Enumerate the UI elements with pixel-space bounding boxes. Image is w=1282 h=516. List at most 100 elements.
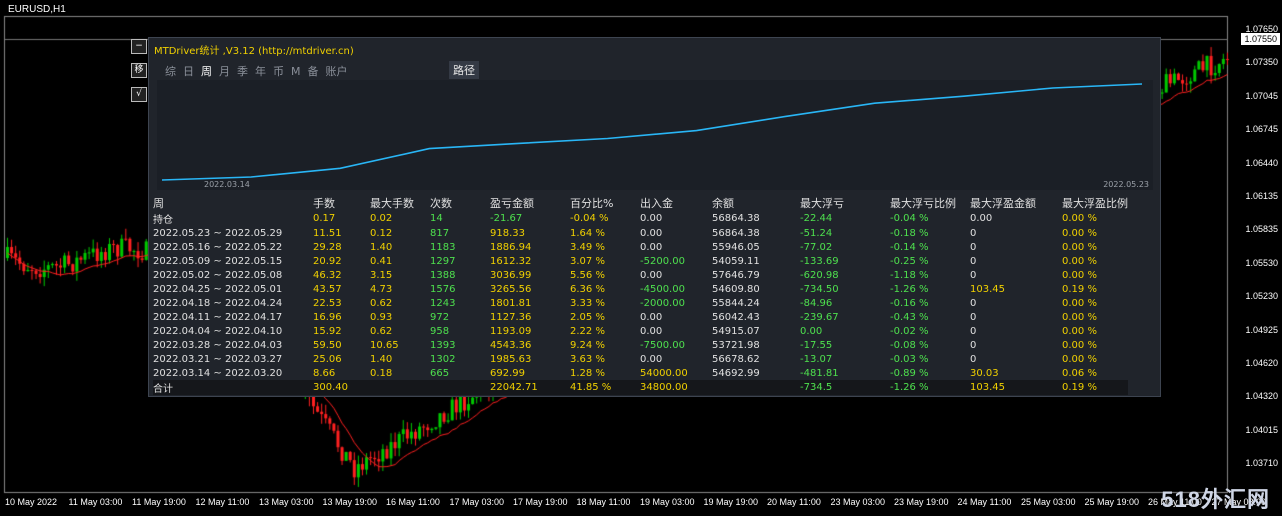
move-button[interactable]: 移 — [131, 63, 147, 78]
cell: 出入金 — [640, 197, 673, 210]
tab-5[interactable]: 年 — [255, 65, 266, 78]
cell: -51.24 — [800, 227, 833, 239]
cell: 2022.03.28 ~ 2022.04.03 — [153, 339, 283, 351]
cell: 103.45 — [970, 283, 1005, 295]
cell: 54000.00 — [640, 367, 688, 379]
cell: 余额 — [712, 197, 734, 210]
current-price-label: 1.07550 — [1241, 33, 1280, 45]
cell: 2022.04.04 ~ 2022.04.10 — [153, 325, 283, 337]
cell: 0 — [970, 311, 977, 323]
price-tick: 1.05835 — [1245, 224, 1278, 235]
cell: 2022.05.09 ~ 2022.05.15 — [153, 255, 283, 267]
tab-4[interactable]: 季 — [237, 65, 248, 78]
price-tick: 1.04015 — [1245, 424, 1278, 435]
cell: 0.12 — [370, 227, 393, 239]
tab-0[interactable]: 综 — [165, 65, 176, 78]
cell: 692.99 — [490, 367, 525, 379]
cell: 0 — [970, 325, 977, 337]
cell: 0.00 % — [1062, 213, 1097, 224]
time-tick: 17 May 03:00 — [449, 497, 505, 507]
path-button[interactable]: 路径 — [449, 61, 479, 79]
price-tick: 1.06440 — [1245, 157, 1278, 168]
cell: 54915.07 — [712, 325, 760, 337]
cell: 0.00 % — [1062, 353, 1097, 365]
cell: 0.17 — [313, 213, 336, 224]
cell: -481.81 — [800, 367, 839, 379]
cell: 0 — [970, 269, 977, 281]
cell: 300.40 — [313, 380, 370, 395]
cell: 10.65 — [370, 339, 399, 351]
cell: 15.92 — [313, 325, 342, 337]
time-tick: 18 May 11:00 — [576, 497, 631, 507]
time-tick: 19 May 03:00 — [640, 497, 695, 507]
cell: 3.63 % — [570, 353, 605, 365]
cell: 2022.03.14 ~ 2022.03.20 — [153, 367, 283, 379]
tab-6[interactable]: 币 — [273, 65, 284, 78]
cell: -22.44 — [800, 213, 833, 224]
cell: 53721.98 — [712, 339, 760, 351]
time-tick: 20 May 11:00 — [767, 497, 821, 507]
cell: 0.00 — [970, 213, 993, 224]
cell: -0.16 % — [890, 297, 929, 309]
tab-8[interactable]: 备 — [307, 65, 319, 78]
price-tick: 1.04925 — [1245, 324, 1278, 335]
cell: 最大浮亏 — [800, 197, 844, 210]
minimize-button[interactable]: − — [131, 39, 147, 54]
tab-3[interactable]: 月 — [219, 65, 230, 78]
cell: 56864.38 — [712, 227, 760, 239]
cell: 0 — [970, 255, 977, 267]
table-row: 2022.05.23 ~ 2022.05.29 11.51 0.12 817 918.3… — [153, 226, 1128, 240]
cell: -0.25 % — [890, 255, 929, 267]
cell: -0.43 % — [890, 311, 929, 323]
table-row: 2022.03.21 ~ 2022.03.27 25.06 1.40 1302 1985… — [153, 352, 1128, 366]
cell: 最大浮盈比例 — [1062, 197, 1128, 210]
cell: 55946.05 — [712, 241, 760, 253]
cell: 0.00 % — [1062, 339, 1097, 351]
cell — [430, 380, 490, 395]
cell: 0.19 % — [1062, 380, 1128, 395]
cell: 1183 — [430, 241, 456, 253]
cell: 0.00 — [640, 269, 663, 281]
cell: -734.50 — [800, 283, 839, 295]
total-row: 合计 300.40 22042.71 41.85 % 34800.00 -734.5 -1.… — [153, 380, 1128, 395]
cell: 1243 — [430, 297, 456, 309]
cell: 1612.32 — [490, 255, 532, 267]
time-tick: 11 May 03:00 — [68, 497, 123, 507]
equity-line — [161, 83, 1143, 181]
time-tick: 13 May 03:00 — [259, 497, 314, 507]
curve-start-date: 2022.03.14 — [204, 180, 250, 189]
cell: 0.00 % — [1062, 241, 1097, 253]
cell: -7500.00 — [640, 339, 685, 351]
equity-curve-svg — [161, 83, 1143, 181]
panel-title: MTDriver统计 ,V3.12 (http://mtdriver.cn) — [154, 46, 354, 57]
cell: 43.57 — [313, 283, 342, 295]
tab-7[interactable]: M — [291, 65, 301, 78]
table-row: 2022.03.28 ~ 2022.04.03 59.50 10.65 1393 454… — [153, 338, 1128, 352]
cell: 6.36 % — [570, 283, 605, 295]
time-tick: 19 May 19:00 — [703, 497, 759, 507]
confirm-button[interactable]: √ — [131, 87, 147, 102]
cell: 34800.00 — [640, 380, 712, 395]
cell: 0.00 % — [1062, 269, 1097, 281]
tab-2[interactable]: 周 — [201, 65, 212, 78]
cell: 55844.24 — [712, 297, 760, 309]
table-row: 2022.05.09 ~ 2022.05.15 20.92 0.41 1297 1612… — [153, 254, 1128, 268]
cell: 2022.05.02 ~ 2022.05.08 — [153, 269, 283, 281]
price-tick: 1.04620 — [1245, 358, 1278, 368]
cell: 0 — [970, 297, 977, 309]
cell: -1.26 % — [890, 380, 970, 395]
tab-9[interactable]: 账户 — [325, 65, 348, 78]
cell: -0.02 % — [890, 325, 929, 337]
cell: 0.00 — [640, 325, 663, 337]
cell: 百分比% — [570, 197, 614, 210]
time-tick: 12 May 11:00 — [195, 497, 250, 507]
cell: 29.28 — [313, 241, 342, 253]
cell: 1.64 % — [570, 227, 605, 239]
cell: -734.5 — [800, 380, 890, 395]
tab-1[interactable]: 日 — [183, 65, 194, 78]
cell: 0.00 % — [1062, 325, 1097, 337]
cell: 9.24 % — [570, 339, 605, 351]
cell: 22.53 — [313, 297, 342, 309]
time-tick: 27 May 03:00 — [1211, 497, 1267, 507]
cell: 1302 — [430, 353, 456, 365]
